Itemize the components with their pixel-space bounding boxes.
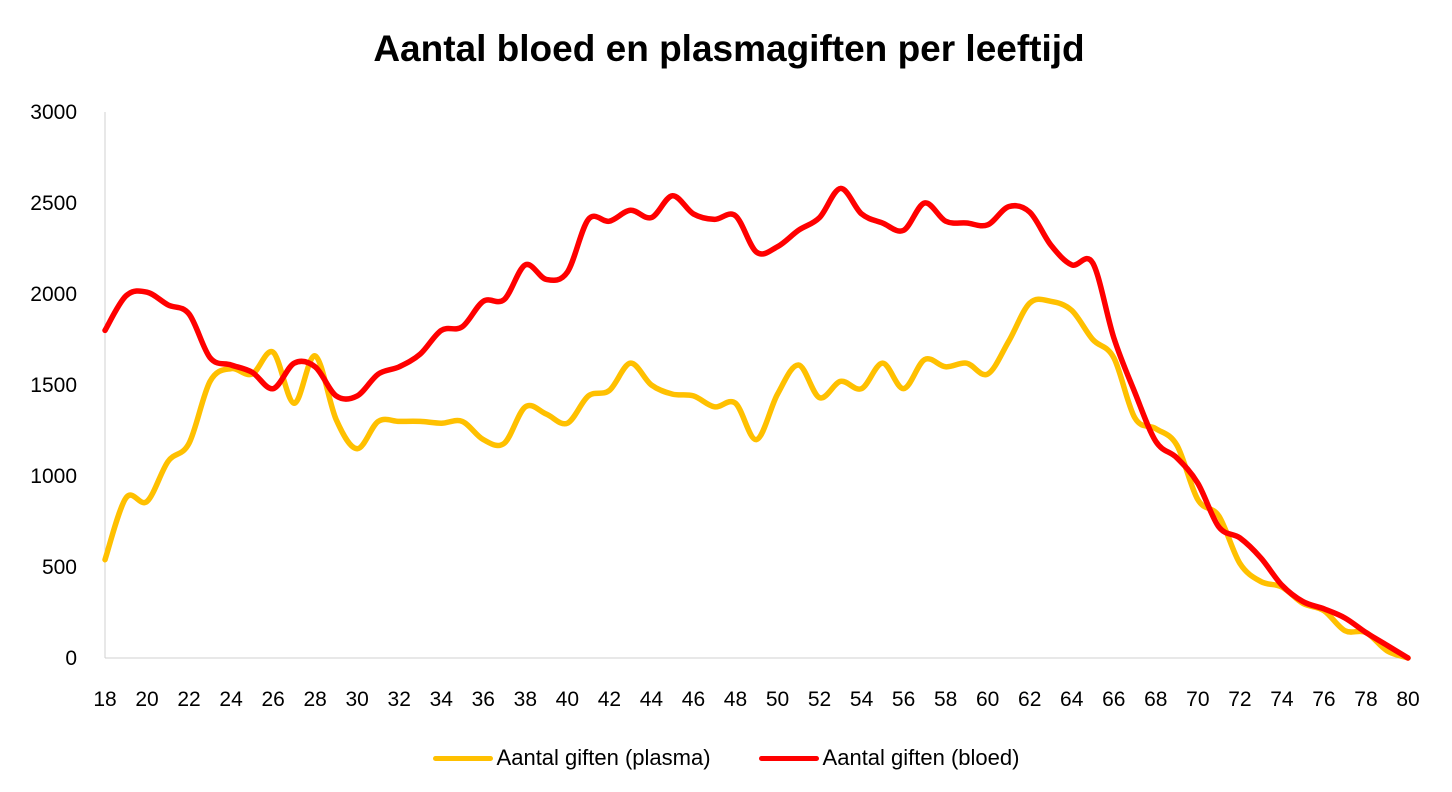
x-tick-label: 70 [1186, 688, 1209, 711]
x-tick-label: 38 [514, 688, 537, 711]
y-tick-label: 2500 [30, 192, 77, 215]
chart-title: Aantal bloed en plasmagiften per leeftij… [373, 28, 1085, 69]
x-tick-label: 50 [766, 688, 789, 711]
x-tick-label: 30 [346, 688, 369, 711]
legend-item-plasma: Aantal giften (plasma) [432, 745, 711, 771]
axes [104, 112, 1408, 659]
x-tick-label: 58 [934, 688, 957, 711]
series-line-plasma [102, 296, 1411, 661]
x-tick-label: 66 [1102, 688, 1125, 711]
y-tick-label: 3000 [30, 101, 77, 124]
series-lines [102, 185, 1411, 661]
x-tick-label: 28 [303, 688, 326, 711]
x-tick-label: 46 [682, 688, 705, 711]
legend-swatch-plasma [432, 755, 493, 761]
x-axis-tick-labels: 18 20 22 24 26 28 30 32 34 36 38 40 42 44 46 48 50 52 54 56… [93, 688, 1419, 711]
x-tick-label: 64 [1060, 688, 1084, 711]
y-tick-label: 2000 [30, 283, 77, 306]
x-tick-label: 20 [135, 688, 158, 711]
series-line-bloed [102, 185, 1411, 661]
x-tick-label: 52 [808, 688, 831, 711]
x-tick-label: 60 [976, 688, 999, 711]
legend-swatch-bloed [758, 755, 819, 761]
y-axis-tick-labels: 0 500 1000 1500 2000 2500 3000 [30, 101, 77, 670]
x-tick-label: 40 [556, 688, 579, 711]
y-tick-label: 1000 [30, 465, 77, 488]
legend-item-bloed: Aantal giften (bloed) [758, 745, 1020, 771]
x-tick-label: 22 [177, 688, 200, 711]
legend: Aantal giften (plasma) Aantal giften (bl… [0, 742, 1452, 774]
x-tick-label: 78 [1354, 688, 1377, 711]
x-tick-label: 44 [640, 688, 664, 711]
x-tick-label: 54 [850, 688, 874, 711]
y-tick-label: 1500 [30, 374, 77, 397]
x-tick-label: 56 [892, 688, 915, 711]
x-tick-label: 36 [472, 688, 495, 711]
x-tick-label: 74 [1270, 688, 1294, 711]
y-tick-label: 500 [42, 556, 77, 579]
x-tick-label: 18 [93, 688, 116, 711]
x-tick-label: 34 [430, 688, 454, 711]
legend-label-plasma: Aantal giften (plasma) [496, 745, 711, 770]
x-tick-label: 76 [1312, 688, 1335, 711]
x-tick-label: 24 [219, 688, 243, 711]
x-tick-label: 62 [1018, 688, 1041, 711]
x-tick-label: 68 [1144, 688, 1167, 711]
x-tick-label: 26 [261, 688, 284, 711]
x-tick-label: 80 [1396, 688, 1419, 711]
x-tick-label: 48 [724, 688, 747, 711]
legend-label-bloed: Aantal giften (bloed) [822, 745, 1020, 770]
y-tick-label: 0 [65, 647, 77, 670]
x-tick-label: 42 [598, 688, 621, 711]
x-tick-label: 32 [388, 688, 411, 711]
x-tick-label: 72 [1228, 688, 1251, 711]
